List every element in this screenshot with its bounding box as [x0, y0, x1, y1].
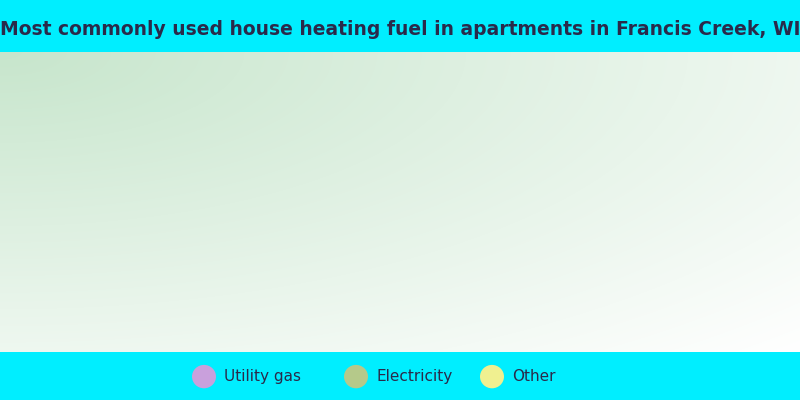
- Text: Most commonly used house heating fuel in apartments in Francis Creek, WI: Most commonly used house heating fuel in…: [0, 20, 800, 39]
- Text: Other: Other: [512, 369, 555, 384]
- Wedge shape: [394, 27, 470, 42]
- Text: Utility gas: Utility gas: [224, 369, 301, 384]
- Wedge shape: [380, 0, 470, 34]
- Ellipse shape: [480, 365, 504, 388]
- Text: Electricity: Electricity: [376, 369, 452, 384]
- Wedge shape: [150, 0, 442, 42]
- Ellipse shape: [344, 365, 368, 388]
- Ellipse shape: [192, 365, 216, 388]
